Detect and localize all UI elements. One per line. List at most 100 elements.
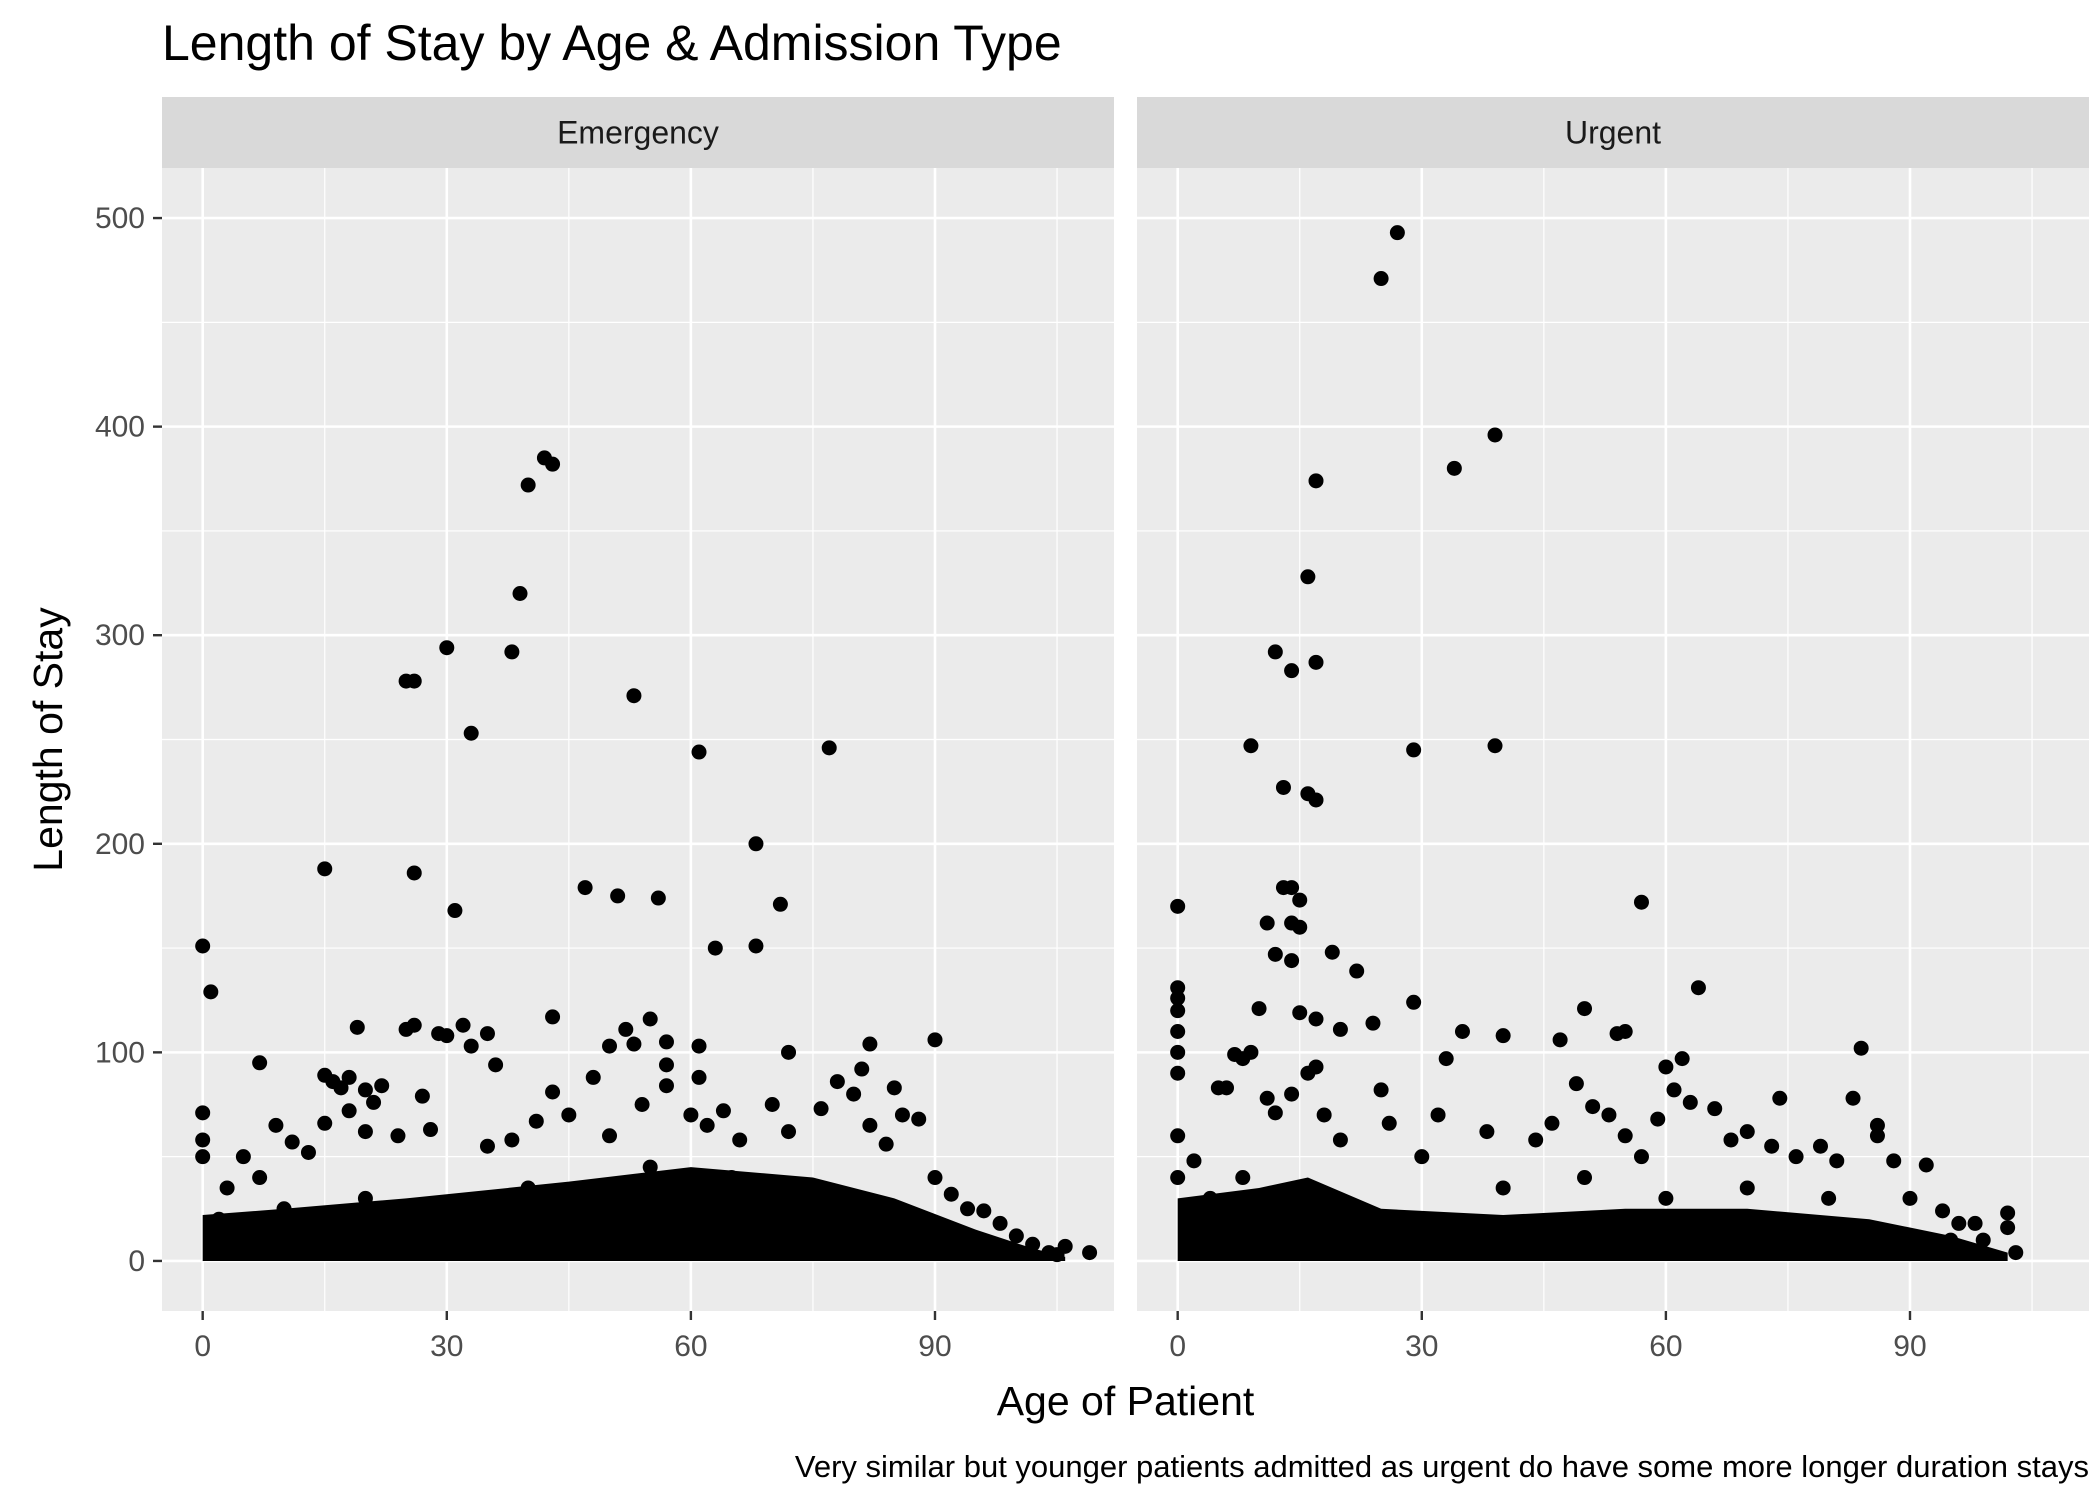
data-point (1243, 1044, 1259, 1060)
facet-strip-label: Emergency (557, 115, 719, 151)
y-tick-label: 400 (95, 411, 145, 444)
data-point (1690, 980, 1706, 996)
data-point (1479, 1124, 1495, 1140)
data-point (195, 938, 211, 954)
data-point (195, 1132, 211, 1148)
chart-title: Length of Stay by Age & Admission Type (162, 15, 1062, 71)
data-point (1267, 1105, 1283, 1121)
data-point (1935, 1203, 1951, 1219)
data-point (658, 1078, 674, 1094)
data-point (1902, 1190, 1918, 1206)
data-point (1284, 953, 1300, 969)
data-point (1292, 892, 1308, 908)
data-point (1650, 1111, 1666, 1127)
data-point (357, 1124, 373, 1140)
data-point (1308, 792, 1324, 808)
data-point (357, 1082, 373, 1098)
data-point (1186, 1153, 1202, 1169)
data-point (1373, 271, 1389, 287)
data-point (1812, 1138, 1828, 1154)
data-point (1170, 980, 1186, 996)
data-point (821, 740, 837, 756)
y-tick-label: 0 (128, 1245, 145, 1278)
data-point (1821, 1190, 1837, 1206)
data-point (927, 1032, 943, 1048)
data-point (479, 1026, 495, 1042)
data-point (911, 1111, 927, 1127)
data-point (764, 1097, 780, 1113)
data-point (1025, 1236, 1041, 1252)
data-point (1658, 1190, 1674, 1206)
data-point (423, 1122, 439, 1138)
data-point (2008, 1245, 2024, 1261)
data-point (1170, 1128, 1186, 1144)
data-point (195, 1149, 211, 1165)
data-point (1707, 1101, 1723, 1117)
data-point (772, 896, 788, 912)
data-point (2000, 1220, 2016, 1236)
data-point (504, 1132, 520, 1148)
data-point (862, 1036, 878, 1052)
data-point (211, 1211, 227, 1227)
y-axis-label: Length of Stay (25, 607, 71, 872)
data-point (724, 1170, 740, 1186)
data-point (219, 1180, 235, 1196)
data-point (658, 1057, 674, 1073)
x-tick-label: 90 (1893, 1330, 1926, 1363)
data-point (960, 1201, 976, 1217)
data-point (317, 1115, 333, 1131)
data-point (1845, 1090, 1861, 1106)
data-point (1170, 1170, 1186, 1186)
data-point (1373, 1082, 1389, 1098)
x-tick-label: 60 (1649, 1330, 1682, 1363)
data-point (577, 880, 593, 896)
data-point (252, 1170, 268, 1186)
data-point (1365, 1015, 1381, 1031)
data-point (585, 1069, 601, 1085)
data-point (1585, 1099, 1601, 1115)
data-point (1332, 1132, 1348, 1148)
x-tick-label: 30 (430, 1330, 463, 1363)
data-point (1487, 427, 1503, 443)
data-point (1008, 1228, 1024, 1244)
data-point (1259, 915, 1275, 931)
data-point (341, 1069, 357, 1085)
data-point (1170, 1044, 1186, 1060)
x-tick-label: 0 (1169, 1330, 1186, 1363)
data-point (610, 888, 626, 904)
data-point (447, 903, 463, 919)
data-point (992, 1215, 1008, 1231)
data-point (1259, 1090, 1275, 1106)
data-point (976, 1203, 992, 1219)
data-point (602, 1038, 618, 1054)
data-point (317, 861, 333, 877)
data-point (1300, 569, 1316, 585)
data-point (1975, 1232, 1991, 1248)
data-point (1324, 944, 1340, 960)
data-point (1454, 1024, 1470, 1040)
data-point (366, 1094, 382, 1110)
data-point (1308, 473, 1324, 489)
data-point (1674, 1051, 1690, 1067)
data-point (1658, 1059, 1674, 1075)
facet-strip-0 (162, 97, 1114, 168)
data-point (813, 1101, 829, 1117)
data-point (276, 1201, 292, 1217)
data-point (1389, 225, 1405, 241)
data-point (1528, 1132, 1544, 1148)
data-point (1178, 1211, 1194, 1227)
data-point (439, 1028, 455, 1044)
data-point (406, 673, 422, 689)
data-point (1170, 898, 1186, 914)
data-point (1082, 1245, 1098, 1261)
data-point (829, 1074, 845, 1090)
data-point (642, 1011, 658, 1027)
data-point (805, 1180, 821, 1196)
data-point (488, 1057, 504, 1073)
data-point (1316, 1107, 1332, 1123)
y-tick-label: 100 (95, 1036, 145, 1069)
data-point (1308, 1059, 1324, 1075)
data-point (642, 1159, 658, 1175)
data-point (691, 1069, 707, 1085)
data-point (195, 1105, 211, 1121)
